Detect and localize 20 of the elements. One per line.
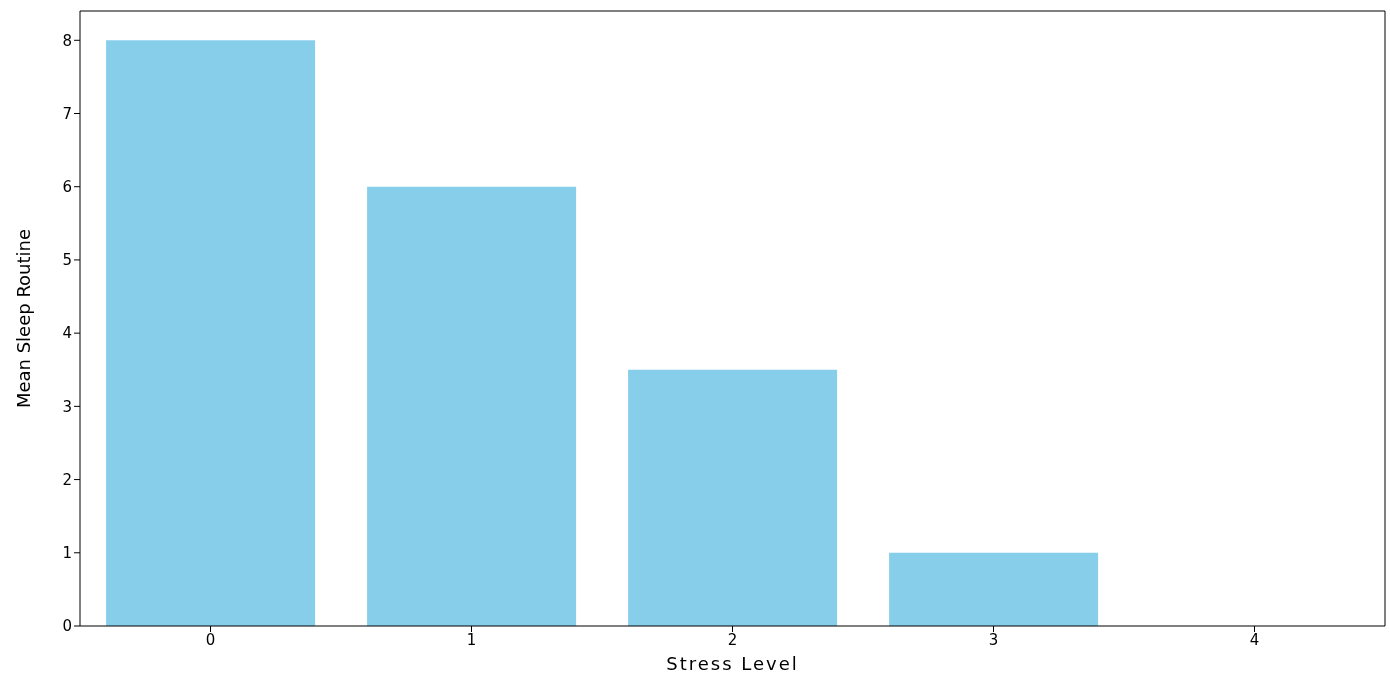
y-tick-label: 6 <box>62 178 72 197</box>
y-tick-label: 4 <box>62 324 72 343</box>
y-axis-title: Mean Sleep Routine <box>13 228 35 409</box>
x-tick-label: 4 <box>1249 630 1260 649</box>
y-tick-label: 1 <box>62 544 72 563</box>
y-tick-label: 7 <box>62 104 72 123</box>
bar <box>106 40 316 626</box>
y-tick-label: 8 <box>62 31 72 50</box>
y-tick-label: 5 <box>62 251 72 270</box>
y-tick-label: 3 <box>62 397 72 416</box>
x-tick-label: 0 <box>205 630 216 649</box>
x-axis-title: Stress Level <box>666 653 799 674</box>
bar <box>889 552 1099 626</box>
x-tick-label: 3 <box>988 630 999 649</box>
x-tick-label: 1 <box>466 630 477 649</box>
bar <box>367 186 577 626</box>
x-tick-label: 2 <box>727 630 738 649</box>
y-tick-label: 0 <box>62 617 72 636</box>
bar <box>628 369 838 626</box>
y-tick-label: 2 <box>62 470 72 489</box>
